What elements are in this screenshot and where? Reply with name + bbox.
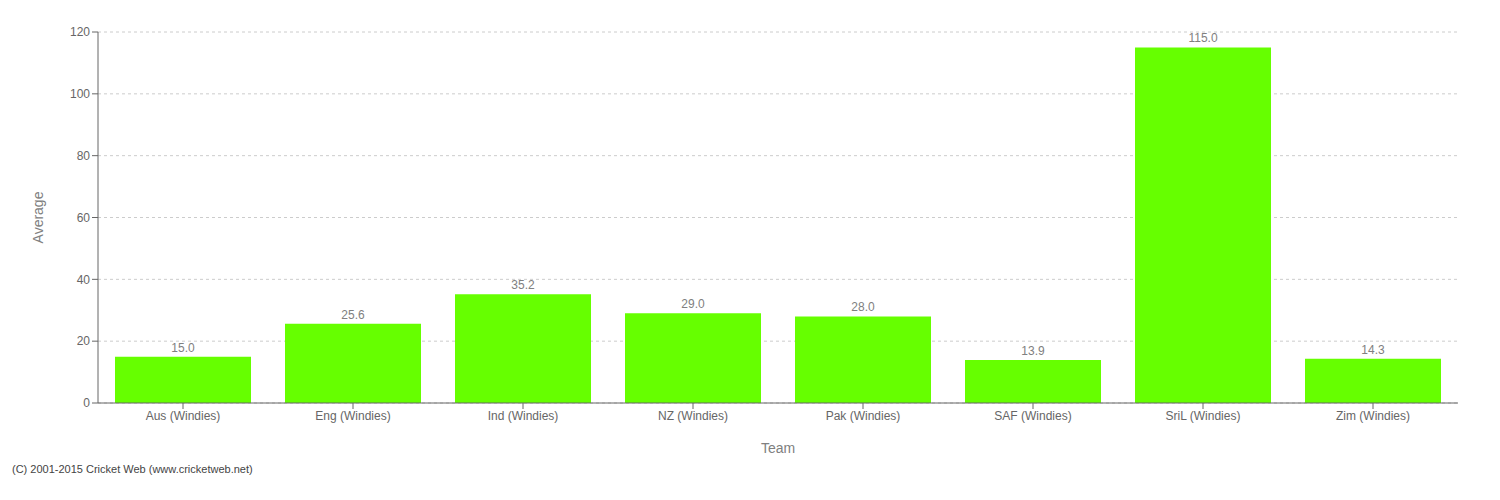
svg-text:Aus (Windies): Aus (Windies) xyxy=(146,409,221,423)
svg-text:40: 40 xyxy=(77,273,91,287)
svg-text:20: 20 xyxy=(77,334,91,348)
svg-text:35.2: 35.2 xyxy=(511,278,535,292)
svg-text:Pak (Windies): Pak (Windies) xyxy=(826,409,901,423)
svg-text:SAF (Windies): SAF (Windies) xyxy=(994,409,1071,423)
svg-text:Team: Team xyxy=(761,440,795,456)
svg-text:15.0: 15.0 xyxy=(171,341,195,355)
svg-text:Ind (Windies): Ind (Windies) xyxy=(488,409,559,423)
svg-text:100: 100 xyxy=(70,87,90,101)
svg-text:Zim (Windies): Zim (Windies) xyxy=(1336,409,1410,423)
svg-text:SriL (Windies): SriL (Windies) xyxy=(1166,409,1241,423)
svg-text:0: 0 xyxy=(83,396,90,410)
svg-text:NZ (Windies): NZ (Windies) xyxy=(658,409,728,423)
svg-text:60: 60 xyxy=(77,211,91,225)
svg-text:Average: Average xyxy=(30,191,46,243)
svg-text:29.0: 29.0 xyxy=(681,297,705,311)
svg-text:Eng (Windies): Eng (Windies) xyxy=(315,409,390,423)
svg-text:80: 80 xyxy=(77,149,91,163)
svg-text:120: 120 xyxy=(70,25,90,39)
svg-text:14.3: 14.3 xyxy=(1361,343,1385,357)
svg-text:13.9: 13.9 xyxy=(1021,344,1045,358)
html-text:(C) 2001-2015 Cricket Web (www: (C) 2001-2015 Cricket Web (www.cricketwe… xyxy=(12,463,253,475)
svg-text:25.6: 25.6 xyxy=(341,308,365,322)
svg-text:28.0: 28.0 xyxy=(851,300,875,314)
svg-text:115.0: 115.0 xyxy=(1188,31,1217,45)
